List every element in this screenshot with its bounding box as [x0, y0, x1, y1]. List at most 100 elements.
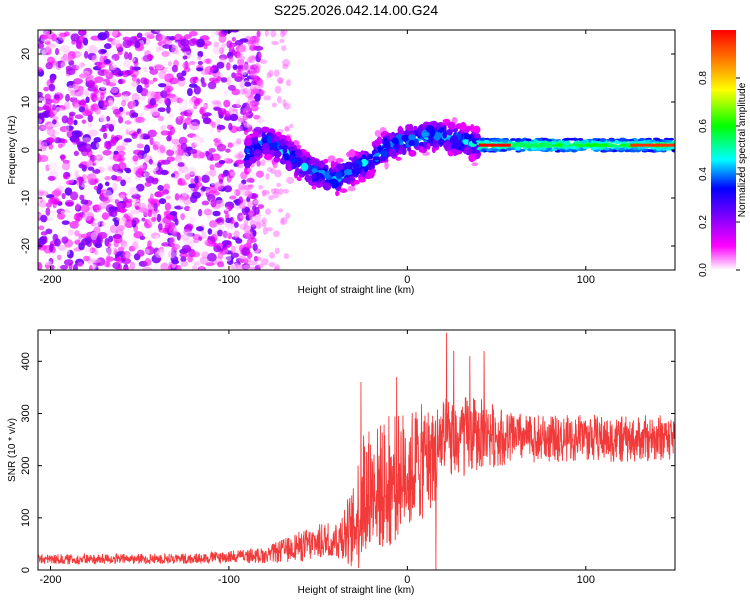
- spectrogram-signal-blob: [408, 134, 416, 141]
- spectrogram-noise-blob: [147, 129, 157, 138]
- spectrogram-noise-blob: [78, 106, 86, 113]
- spectrogram-noise-blob: [82, 247, 92, 252]
- spectrogram-noise-blob: [143, 78, 150, 85]
- spectrogram-noise-blob: [282, 188, 290, 194]
- spectrogram-signal-blob: [372, 156, 381, 161]
- spectrogram-noise-blob: [185, 231, 194, 237]
- spectrogram-noise-blob: [211, 30, 216, 36]
- spectrogram-carrier-blob: [634, 149, 641, 153]
- spectrogram-noise-blob: [45, 207, 51, 216]
- spectrogram-noise-blob: [278, 188, 284, 195]
- snr-x-tick-label: -100: [218, 574, 240, 586]
- spectrogram-noise-blob: [89, 247, 96, 254]
- spectrogram-noise-blob: [247, 177, 255, 183]
- spectrogram-noise-blob: [265, 227, 273, 232]
- spectrogram-noise-blob: [55, 60, 66, 68]
- spectrogram-noise-blob: [257, 118, 265, 124]
- spectrogram-noise-blob: [93, 84, 99, 92]
- spectrogram-noise-blob: [235, 138, 242, 145]
- spectrogram-noise-blob: [209, 168, 217, 177]
- spectrogram-carrier-blob: [605, 142, 612, 146]
- spectrogram-noise-blob: [105, 255, 111, 264]
- spectrogram-noise-blob: [157, 248, 166, 257]
- spectrogram-noise-blob: [38, 112, 48, 118]
- spectrogram-noise-blob: [180, 260, 189, 267]
- spectrogram-noise-blob: [209, 164, 215, 170]
- spectrogram-noise-blob: [266, 72, 272, 79]
- spectrogram-noise-blob: [143, 153, 150, 162]
- spectrogram-noise-blob: [166, 87, 171, 97]
- spectrogram-noise-blob: [90, 231, 98, 241]
- spectrogram-noise-blob: [278, 78, 284, 84]
- spectrogram-carrier-blob: [533, 140, 540, 144]
- spectrogram-signal-blob: [273, 136, 280, 142]
- spectrogram-noise-blob: [74, 230, 80, 237]
- spectrogram-noise-blob: [74, 239, 81, 245]
- spectrogram-noise-blob: [72, 99, 79, 109]
- spectrogram-noise-blob: [226, 77, 232, 86]
- spectrogram-noise-blob: [157, 83, 167, 88]
- spectrogram-noise-blob: [47, 175, 56, 181]
- spectrogram-noise-blob: [204, 239, 212, 246]
- spectrogram-noise-blob: [93, 250, 99, 256]
- spectrogram-noise-blob: [131, 81, 140, 88]
- spectrogram-noise-blob: [235, 238, 243, 244]
- spectrogram-x-tick-label: -200: [39, 274, 61, 286]
- spectrogram-noise-blob: [141, 217, 146, 222]
- spectrogram-noise-blob: [56, 208, 66, 215]
- spectrogram-signal-blob: [342, 177, 351, 184]
- spectrogram-noise-blob: [134, 40, 141, 49]
- spectrogram-noise-blob: [99, 116, 108, 124]
- spectrogram-noise-blob: [117, 51, 123, 56]
- snr-y-ticks: 0 100 200 300 400: [20, 352, 675, 573]
- spectrogram-noise-blob: [253, 114, 261, 120]
- spectrogram-noise-blob: [105, 115, 111, 122]
- spectrogram-y-ticks: -20 -10 0 10 20: [20, 48, 675, 254]
- spectrogram-noise-blob: [274, 169, 282, 178]
- spectrogram-noise-blob: [256, 263, 264, 268]
- spectrogram-noise-blob: [227, 84, 236, 91]
- spectrogram-noise-blob: [98, 86, 107, 91]
- colorbar-ticks: 0.0 0.2 0.4 0.6 0.8: [698, 71, 740, 277]
- spectrogram-signal-blob: [471, 162, 479, 167]
- spectrogram-carrier-blob: [603, 147, 610, 151]
- spectrogram-noise-blob: [133, 231, 144, 239]
- spectrogram-noise-blob: [81, 137, 92, 143]
- spectrogram-noise-blob: [67, 120, 74, 126]
- spectrogram-noise-blob: [201, 174, 210, 183]
- spectrogram-noise-blob: [239, 80, 246, 89]
- spectrogram-carrier-blob: [668, 146, 675, 150]
- spectrogram-noise-blob: [94, 266, 99, 270]
- spectrogram-noise-blob: [186, 108, 195, 113]
- spectrogram-carrier-blob: [599, 139, 606, 142]
- spectrogram-noise-blob: [242, 117, 247, 126]
- spectrogram-signal-blob: [311, 185, 317, 190]
- spectrogram-carrier-blob: [492, 141, 499, 145]
- spectrogram-noise-blob: [188, 61, 196, 66]
- spectrogram-noise-blob: [85, 96, 90, 104]
- spectrogram-noise-blob: [99, 114, 106, 122]
- spectrogram-noise-blob: [245, 230, 254, 239]
- snr-x-tick-label: 0: [404, 574, 410, 586]
- spectrogram-noise-blob: [87, 80, 96, 87]
- spectrogram-noise-blob: [107, 37, 113, 42]
- spectrogram-signal-blob: [330, 160, 336, 170]
- spectrogram-noise-blob: [210, 199, 217, 208]
- spectrogram-noise-blob: [90, 222, 97, 227]
- spectrogram-noise-blob: [218, 222, 224, 231]
- spectrogram-noise-blob: [48, 83, 56, 92]
- spectrogram-noise-blob: [38, 140, 45, 149]
- spectrogram-signal-blob: [275, 131, 282, 137]
- spectrogram-signal-blob: [348, 149, 356, 158]
- spectrogram-noise-blob: [52, 119, 57, 125]
- colorbar-label: Normalized spectral amplitude: [737, 82, 748, 217]
- spectrogram-noise-blob: [231, 188, 236, 197]
- spectrogram-noise-blob: [93, 226, 101, 235]
- spectrogram-signal-blob: [339, 188, 348, 193]
- spectrogram-noise-blob: [245, 105, 252, 113]
- spectrogram-signal-blob: [377, 144, 382, 153]
- spectrogram-signal-blob: [463, 134, 472, 140]
- spectrogram-noise-blob: [147, 209, 153, 218]
- spectrogram-noise-blob: [91, 55, 99, 64]
